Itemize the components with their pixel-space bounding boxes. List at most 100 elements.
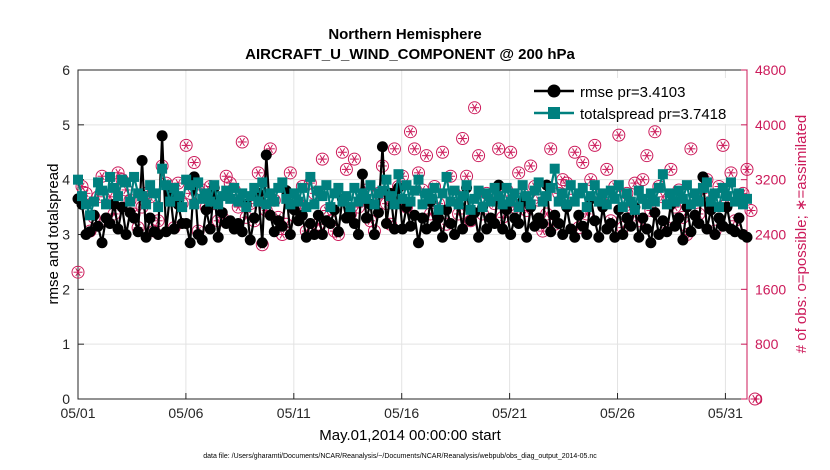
spread-point xyxy=(301,202,312,213)
obs-possible-marker xyxy=(387,142,401,156)
obs-point xyxy=(576,156,590,170)
spread-point xyxy=(225,193,236,204)
obs-point xyxy=(219,169,233,183)
spread-point xyxy=(641,199,652,210)
rmse-point xyxy=(709,229,721,240)
spread-point xyxy=(513,202,524,213)
obs-assimilated-stroke xyxy=(183,141,189,150)
obs-possible-marker xyxy=(283,166,297,180)
spread-point xyxy=(637,193,648,204)
legend-spread-label: totalspread pr=3.7418 xyxy=(580,106,726,123)
spread-point xyxy=(733,188,744,199)
spread-point xyxy=(557,188,568,199)
obs-point xyxy=(748,392,762,406)
rmse-point xyxy=(549,209,561,221)
obs-assimilated-stroke xyxy=(588,175,594,184)
obs-assimilated-stroke xyxy=(495,144,502,153)
obs-assimilated-stroke xyxy=(423,151,430,160)
rmse-point xyxy=(581,229,593,240)
spread-point xyxy=(609,193,620,204)
spread-point xyxy=(233,196,244,207)
rmse-point xyxy=(521,231,533,243)
obs-assimilated-stroke xyxy=(191,158,197,167)
rmse-point xyxy=(372,207,384,219)
obs-possible-marker xyxy=(740,162,754,176)
obs-assimilated-stroke xyxy=(475,151,482,160)
rmse-point xyxy=(360,212,372,224)
rmse-point xyxy=(156,130,168,142)
rmse-point xyxy=(112,223,124,235)
spread-point xyxy=(545,182,556,193)
rmse-point xyxy=(104,218,116,230)
obs-assimilated-stroke xyxy=(339,148,346,157)
rmse-point xyxy=(589,215,601,227)
obs-assimilated-stroke xyxy=(351,154,358,164)
rmse-point xyxy=(260,149,272,161)
spread-point xyxy=(113,191,124,202)
spread-point xyxy=(725,177,736,188)
obs-assimilated-stroke xyxy=(752,394,758,404)
spread-point xyxy=(313,185,324,196)
obs-possible-marker xyxy=(403,125,417,139)
legend-spread-marker xyxy=(548,107,560,119)
x-axis: 05/01 05/06 05/11 05/16 05/21 05/26 05/31 xyxy=(60,393,743,421)
y-tick-label-left: 6 xyxy=(62,62,70,78)
rmse-point xyxy=(577,220,589,232)
spread-point xyxy=(421,188,432,199)
rmse-point xyxy=(92,220,104,232)
obs-possible-marker xyxy=(504,145,518,159)
spread-point xyxy=(181,174,192,185)
obs-possible-marker xyxy=(600,162,614,176)
obs-possible-marker xyxy=(468,101,482,115)
rmse-point xyxy=(481,223,493,235)
obs-assimilated-stroke xyxy=(407,127,414,136)
spread-point xyxy=(153,202,164,213)
rmse-point xyxy=(256,237,268,249)
spread-point xyxy=(661,199,672,210)
spread-point xyxy=(597,188,608,199)
spread-point xyxy=(369,199,380,210)
spread-point xyxy=(457,191,468,202)
obs-possible-marker xyxy=(219,169,233,183)
x-tick-label: 05/11 xyxy=(277,405,311,421)
obs-possible-marker xyxy=(187,156,201,170)
spread-point xyxy=(677,193,688,204)
obs-assimilated-stroke xyxy=(439,148,446,157)
obs-possible-marker xyxy=(71,265,85,279)
spread-point xyxy=(89,196,100,207)
spread-point xyxy=(461,180,472,191)
obs-point xyxy=(339,162,353,176)
rmse-point xyxy=(685,226,697,238)
spread-point xyxy=(237,188,248,199)
rmse-point xyxy=(605,218,617,230)
rmse-point xyxy=(96,237,108,249)
spread-point xyxy=(85,210,96,221)
spread-point xyxy=(345,202,356,213)
rmse-point xyxy=(505,229,517,240)
spread-point xyxy=(385,191,396,202)
spread-point xyxy=(573,188,584,199)
rmse-point xyxy=(84,226,96,238)
rmse-point xyxy=(557,229,569,240)
spread-point xyxy=(521,191,532,202)
x-tick-label: 05/01 xyxy=(60,405,95,421)
y-tick-label-left: 4 xyxy=(62,172,70,188)
rmse-point xyxy=(144,212,156,224)
spread-point xyxy=(737,199,748,210)
spread-point xyxy=(77,191,88,202)
spread-point xyxy=(417,199,428,210)
rmse-point xyxy=(284,229,296,240)
obs-possible-marker xyxy=(408,142,422,156)
obs-possible-marker xyxy=(744,204,758,218)
rmse-point xyxy=(641,223,653,235)
obs-point xyxy=(187,156,201,170)
spread-point xyxy=(293,196,304,207)
obs-possible-marker xyxy=(456,132,470,146)
spread-point xyxy=(449,185,460,196)
spread-point xyxy=(329,188,340,199)
spread-point xyxy=(742,193,752,204)
rmse-point xyxy=(437,231,449,243)
obs-assimilated-stroke xyxy=(548,144,554,153)
spread-point xyxy=(149,188,160,199)
spread-point xyxy=(105,171,116,182)
